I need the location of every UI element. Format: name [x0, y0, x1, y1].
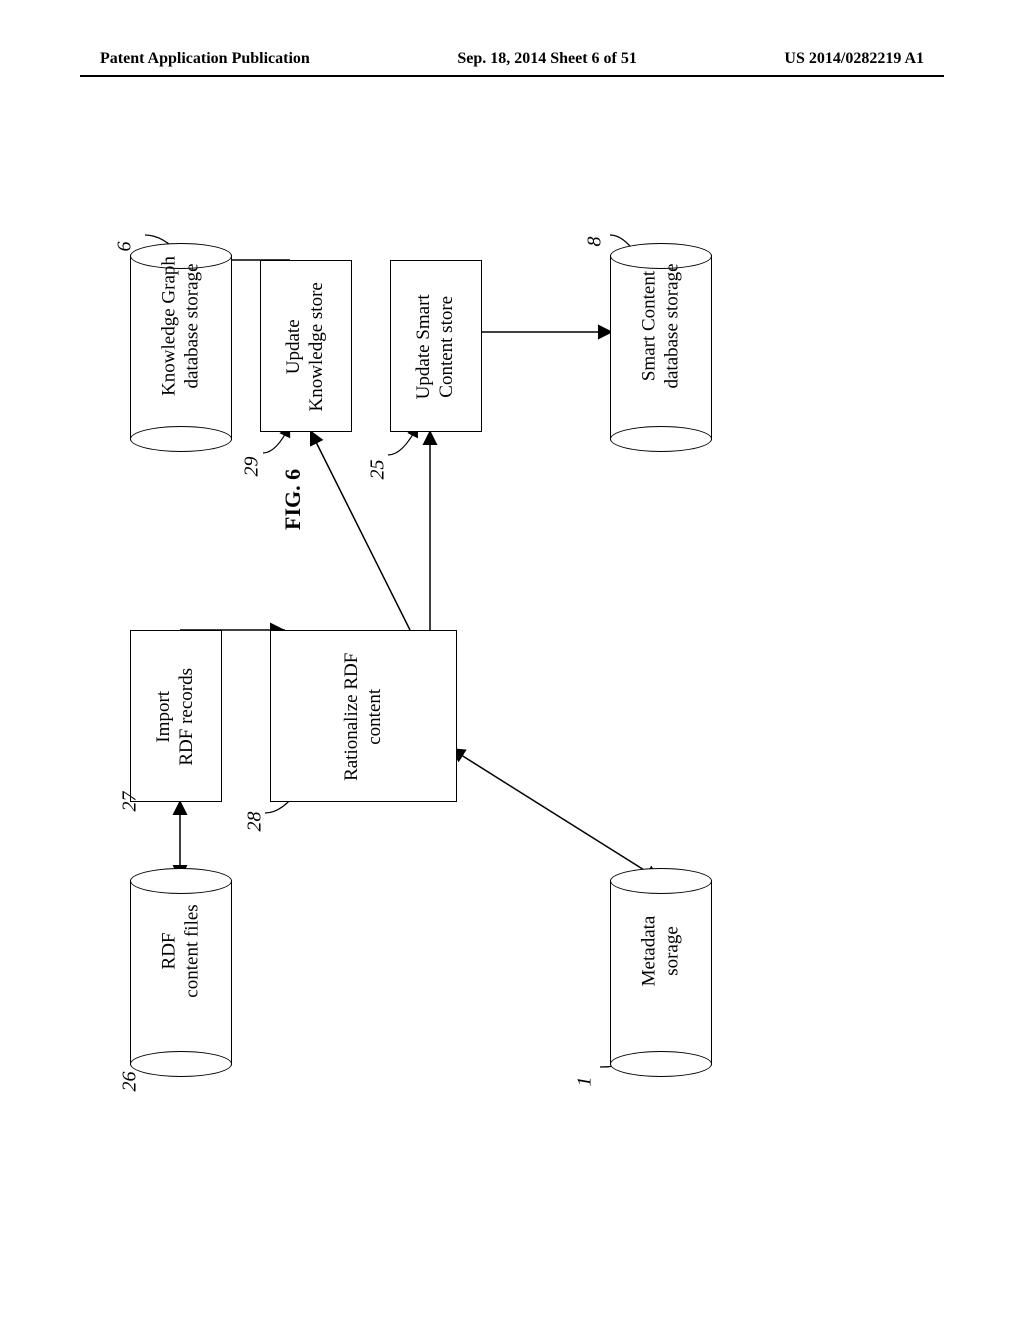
ref-27: 27: [119, 792, 142, 812]
box-rationalize: Rationalize RDFcontent: [270, 630, 457, 802]
box-label-upd-knowledge: UpdateKnowledge store: [283, 262, 329, 432]
box-label-rationalize: Rationalize RDFcontent: [341, 632, 387, 802]
header-right: US 2014/0282219 A1: [784, 50, 924, 68]
ref-8: 8: [584, 237, 607, 247]
ref-1: 1: [574, 1077, 597, 1087]
header-center: Sep. 18, 2014 Sheet 6 of 51: [457, 50, 637, 68]
cylinder-label-rdf-files: RDFcontent files: [158, 858, 204, 1043]
box-label-upd-smart: Update SmartContent store: [413, 262, 459, 432]
ref-28: 28: [244, 812, 267, 832]
cylinder-kg-storage: Knowledge Graphdatabase storage: [130, 255, 232, 440]
arrows-layer: [130, 200, 890, 1100]
box-import-rdf: ImportRDF records: [130, 630, 222, 802]
cylinder-sc-storage: Smart Contentdatabase storage: [610, 255, 712, 440]
figure-title: FIG. 6: [280, 469, 306, 530]
page-header: Patent Application Publication Sep. 18, …: [0, 50, 1024, 68]
cylinder-label-kg-storage: Knowledge Graphdatabase storage: [158, 233, 204, 418]
box-label-import-rdf: ImportRDF records: [153, 632, 199, 802]
figure-diagram: FIG. 6RDFcontent files26Metadatasorage1K…: [130, 200, 890, 1100]
ref-6: 6: [114, 242, 137, 252]
cylinder-label-metadata: Metadatasorage: [638, 858, 684, 1043]
cylinder-metadata: Metadatasorage: [610, 880, 712, 1065]
header-rule: [80, 75, 944, 77]
cylinder-label-sc-storage: Smart Contentdatabase storage: [638, 233, 684, 418]
box-upd-smart: Update SmartContent store: [390, 260, 482, 432]
ref-29: 29: [241, 457, 264, 477]
ref-26: 26: [119, 1072, 142, 1092]
header-left: Patent Application Publication: [100, 50, 310, 68]
box-upd-knowledge: UpdateKnowledge store: [260, 260, 352, 432]
cylinder-rdf-files: RDFcontent files: [130, 880, 232, 1065]
ref-25: 25: [367, 460, 390, 480]
